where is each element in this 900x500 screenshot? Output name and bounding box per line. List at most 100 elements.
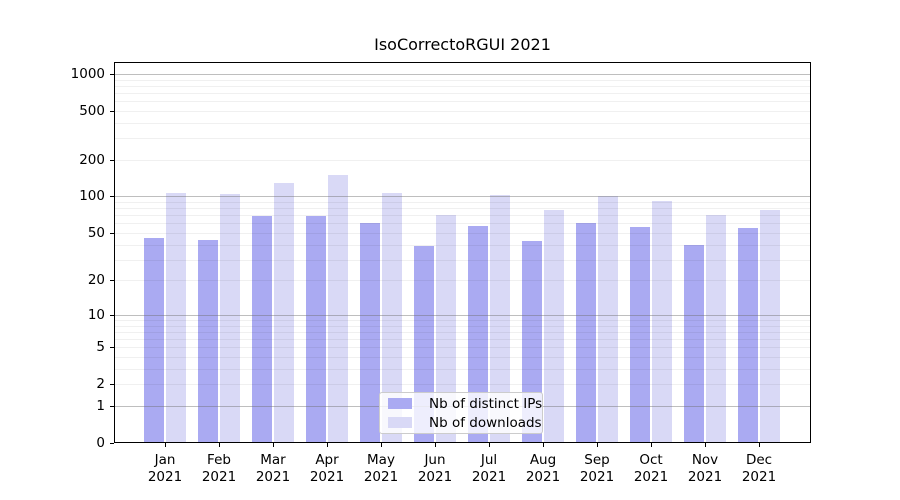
chart-title: IsoCorrectoRGUI 2021 <box>374 35 551 54</box>
bar-downloads-feb <box>220 193 240 443</box>
x-tick-label: Aug 2021 <box>525 452 561 485</box>
bar-distinct-ips-jan <box>144 238 164 443</box>
bar-distinct-ips-sep <box>576 222 596 443</box>
major-gridline <box>115 196 810 198</box>
bar-distinct-ips-may <box>360 223 380 443</box>
minor-gridline <box>115 232 810 234</box>
minor-gridline <box>115 280 810 282</box>
y-tick <box>110 196 114 198</box>
minor-gridline <box>115 110 810 112</box>
y-tick <box>110 280 114 282</box>
y-tick-label: 0 <box>96 435 105 451</box>
bar-distinct-ips-jul <box>468 226 488 443</box>
legend-label-distinct-ips: Nb of distinct IPs <box>429 395 543 412</box>
bar-downloads-apr <box>328 174 348 443</box>
x-tick-label: Jun 2021 <box>417 452 453 485</box>
legend-item-distinct-ips: Nb of distinct IPs <box>388 397 542 411</box>
legend-label-downloads: Nb of downloads <box>429 414 542 431</box>
x-tick-label: Mar 2021 <box>255 452 291 485</box>
minor-gridline <box>115 368 810 370</box>
y-tick <box>110 232 114 234</box>
bar-downloads-aug <box>544 210 564 443</box>
y-tick-label: 1 <box>96 397 105 414</box>
y-tick-label: 100 <box>79 188 105 205</box>
x-tick-label: May 2021 <box>363 452 399 485</box>
bar-downloads-jun <box>436 214 456 443</box>
x-tick <box>327 443 328 447</box>
y-tick-label: 200 <box>79 151 105 168</box>
x-tick <box>273 443 274 447</box>
bar-downloads-nov <box>706 215 726 443</box>
legend-item-downloads: Nb of downloads <box>388 416 542 430</box>
x-tick-label: Jul 2021 <box>471 452 507 485</box>
x-tick <box>597 443 598 447</box>
minor-gridline <box>115 85 810 87</box>
x-tick <box>489 443 490 447</box>
minor-gridline <box>115 384 810 386</box>
bar-distinct-ips-nov <box>684 244 704 443</box>
minor-gridline <box>115 357 810 359</box>
minor-gridline <box>115 339 810 341</box>
minor-gridline <box>115 347 810 349</box>
bar-distinct-ips-dec <box>738 227 758 443</box>
x-tick-label: Feb 2021 <box>201 452 237 485</box>
legend: Nb of distinct IPs Nb of downloads <box>379 392 543 434</box>
minor-gridline <box>115 320 810 321</box>
minor-gridline <box>115 101 810 103</box>
y-tick-label: 5 <box>96 339 105 356</box>
y-tick <box>110 159 114 161</box>
legend-swatch-downloads-icon <box>388 417 412 428</box>
x-tick-label: Nov 2021 <box>687 452 723 485</box>
minor-gridline <box>115 122 810 124</box>
minor-gridline <box>115 244 810 246</box>
x-tick-label: Oct 2021 <box>633 452 669 485</box>
y-tick <box>110 405 114 407</box>
minor-gridline <box>115 208 810 210</box>
minor-gridline <box>115 202 810 204</box>
y-tick-label: 20 <box>87 272 105 289</box>
y-tick-label: 2 <box>96 376 105 393</box>
y-tick-label: 50 <box>87 224 105 241</box>
minor-gridline <box>115 215 810 217</box>
y-tick <box>110 314 114 316</box>
minor-gridline <box>115 259 810 261</box>
y-tick <box>110 443 114 444</box>
bar-distinct-ips-mar <box>252 216 272 443</box>
major-gridline <box>115 73 810 75</box>
x-tick <box>219 443 220 447</box>
y-tick-label: 500 <box>79 102 105 119</box>
minor-gridline <box>115 223 810 225</box>
legend-swatch-distinct-ips-icon <box>388 398 412 409</box>
major-gridline <box>115 314 810 316</box>
y-tick-label: 10 <box>87 306 105 323</box>
bar-downloads-may <box>382 192 402 443</box>
x-tick <box>165 443 166 447</box>
x-tick-label: Dec 2021 <box>741 452 777 485</box>
minor-gridline <box>115 159 810 161</box>
minor-gridline <box>115 138 810 140</box>
bar-downloads-dec <box>760 210 780 443</box>
y-tick <box>110 110 114 112</box>
minor-gridline <box>115 92 810 94</box>
bar-downloads-jan <box>166 192 186 443</box>
minor-gridline <box>115 331 810 333</box>
x-tick <box>435 443 436 447</box>
y-tick-label: 1000 <box>70 65 105 82</box>
y-tick <box>110 384 114 386</box>
bar-downloads-oct <box>652 200 672 443</box>
x-tick-label: Sep 2021 <box>579 452 615 485</box>
x-tick <box>705 443 706 447</box>
x-tick <box>543 443 544 447</box>
y-tick <box>110 73 114 75</box>
bar-downloads-mar <box>274 182 294 443</box>
x-tick <box>381 443 382 447</box>
minor-gridline <box>115 79 810 81</box>
minor-gridline <box>115 325 810 327</box>
x-tick <box>651 443 652 447</box>
bar-distinct-ips-feb <box>198 239 218 443</box>
x-tick <box>759 443 760 447</box>
x-tick-label: Apr 2021 <box>309 452 345 485</box>
bar-distinct-ips-apr <box>306 216 326 443</box>
x-tick-label: Jan 2021 <box>147 452 183 485</box>
